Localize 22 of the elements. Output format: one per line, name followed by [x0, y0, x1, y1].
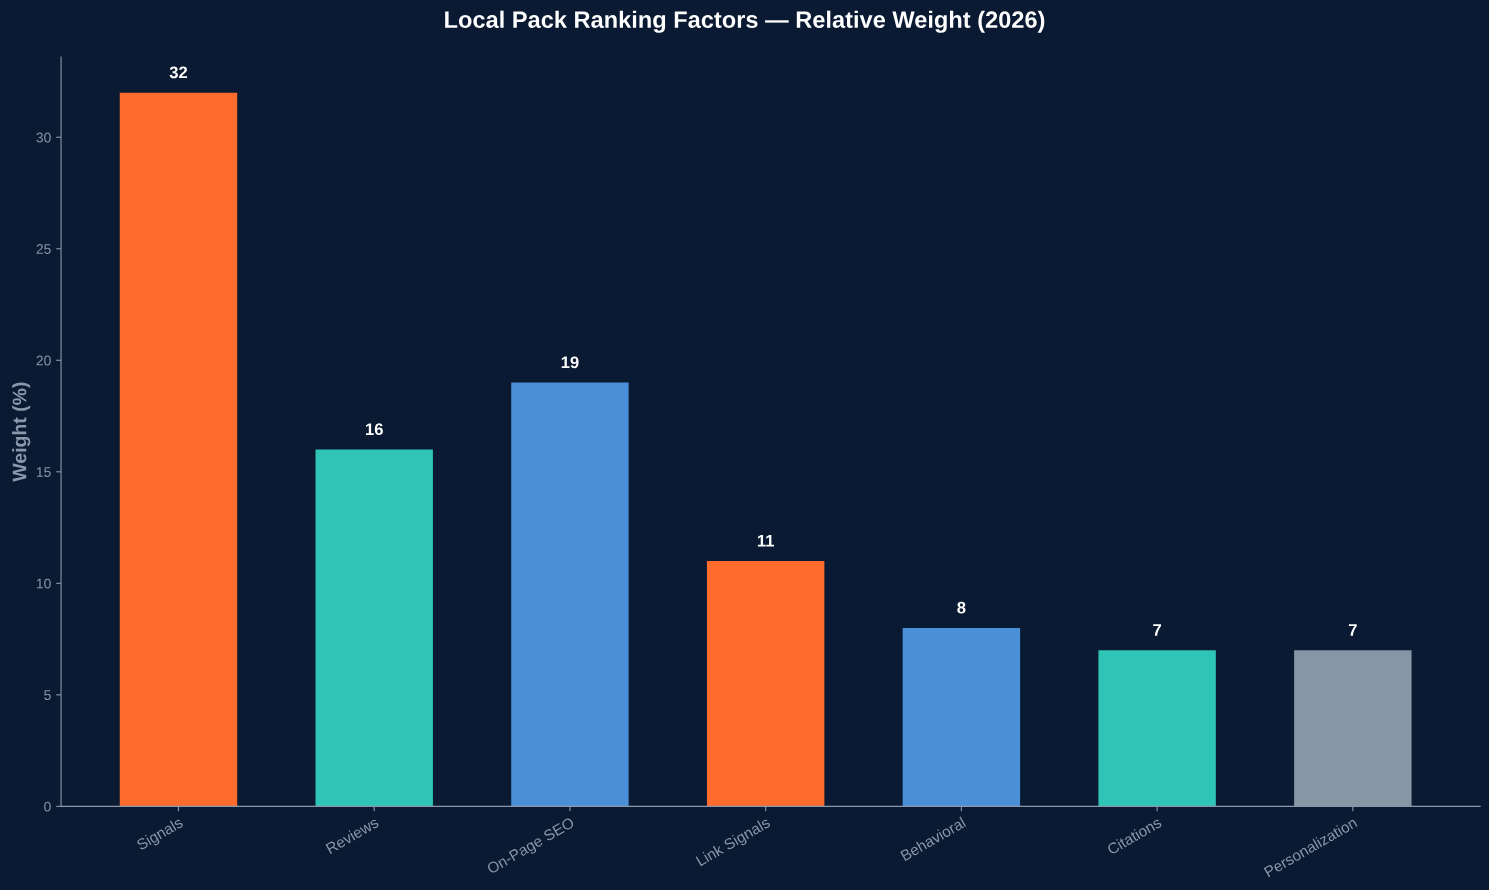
- data-label: 7: [1153, 624, 1162, 636]
- data-label: 16: [365, 423, 383, 436]
- y-axis-title: Weight (%): [12, 382, 31, 482]
- chart-title: Local Pack Ranking Factors — Relative Weight (2026): [445, 10, 1045, 33]
- bar: [902, 627, 1021, 807]
- data-label: 8: [957, 601, 966, 614]
- y-tick-label: 5: [44, 690, 51, 700]
- y-tick-label: 25: [36, 244, 51, 254]
- data-label: 11: [757, 534, 775, 547]
- bar: [706, 561, 825, 807]
- bar: [119, 92, 238, 807]
- data-label: 7: [1348, 624, 1357, 636]
- bar: [315, 449, 433, 807]
- y-tick-label: 20: [36, 355, 51, 366]
- y-tick-label: 30: [36, 132, 51, 143]
- bar: [511, 382, 629, 807]
- bar: [1098, 650, 1216, 807]
- y-tick-label: 15: [36, 467, 51, 477]
- y-tick-label: 0: [44, 801, 51, 812]
- y-tick-label: 10: [36, 578, 51, 589]
- data-label: 32: [169, 66, 188, 79]
- data-label: 19: [561, 356, 579, 369]
